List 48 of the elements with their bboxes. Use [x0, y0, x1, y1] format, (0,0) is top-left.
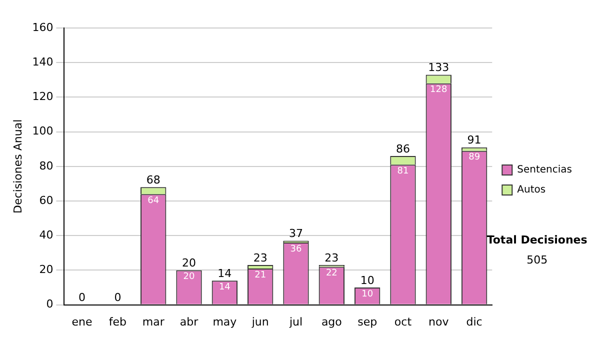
y-tick-label: 160	[32, 20, 54, 34]
x-tick-label: dic	[466, 315, 482, 328]
total-label: 37	[288, 227, 303, 240]
total-label: 0	[78, 291, 86, 304]
text: 505	[526, 253, 548, 266]
x-tick-label: oct	[394, 315, 412, 328]
data-label: 128	[430, 85, 448, 96]
data-label: 14	[218, 282, 231, 292]
data-label: 36	[290, 244, 302, 254]
x-tick-label: nov	[428, 315, 450, 328]
data-label: 22	[326, 268, 338, 279]
x-tick-label: sep	[358, 315, 378, 328]
data-label: 89	[468, 152, 480, 163]
y-tick-label: 140	[32, 55, 54, 68]
y-tick-label: 20	[39, 263, 54, 276]
data-label: 10	[362, 289, 374, 300]
y-tick-label: 60	[39, 194, 54, 207]
total-label: 68	[146, 174, 160, 187]
x-tick-label: may	[212, 315, 238, 328]
total-label: 0	[114, 291, 122, 304]
y-tick-label: 40	[39, 228, 54, 242]
data-label: 21	[254, 270, 266, 280]
total-label: 14	[218, 266, 232, 280]
y-tick-label: 100	[32, 124, 54, 138]
y-tick-label: 80	[39, 159, 54, 172]
x-tick-label: ene	[72, 315, 93, 328]
x-tick-label: ago	[321, 315, 342, 328]
x-tick-label: abr	[180, 315, 199, 328]
x-tick-label: mar	[142, 315, 165, 328]
data-label: 81	[397, 166, 409, 177]
y-tick-label: 120	[32, 90, 54, 104]
total-label: 133	[428, 61, 450, 74]
x-tick-label: jun	[250, 315, 269, 328]
total-label: 23	[324, 251, 339, 264]
x-tick-label: feb	[108, 315, 127, 328]
legend-label: Autos	[517, 184, 546, 196]
y-axis-title: Decisiones Anual	[11, 119, 24, 214]
total-label: 23	[253, 251, 268, 264]
x-tick-label: jul	[288, 315, 303, 328]
annotation: Total Decisiones	[486, 233, 588, 246]
data-label: 20	[183, 272, 196, 282]
total-label: 10	[360, 274, 374, 287]
data-label: 64	[148, 196, 160, 206]
total-label: 86	[396, 142, 410, 156]
total-label: 91	[467, 134, 482, 147]
total-label: 20	[182, 256, 196, 270]
y-tick-label: 0	[46, 298, 54, 311]
legend-label: Sentencias	[517, 164, 572, 176]
